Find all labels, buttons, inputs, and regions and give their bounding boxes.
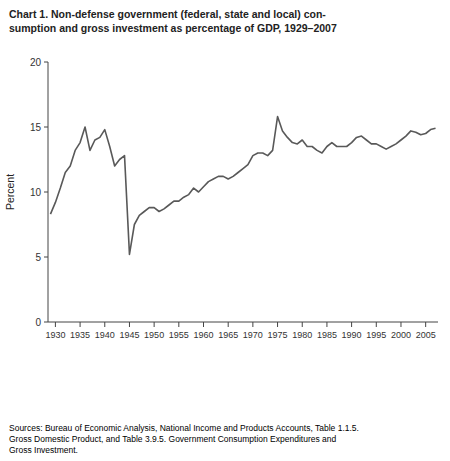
chart: Chart 1. Non-defense government (federal… xyxy=(0,0,450,461)
title: Chart 1. Non-defense government (federal… xyxy=(9,8,337,34)
x-tick-label: 1955 xyxy=(169,330,189,340)
x-tick-label: 1985 xyxy=(317,330,337,340)
y-tick-label: 20 xyxy=(30,57,42,68)
x-tick xyxy=(400,322,401,327)
x-tick-label: 1995 xyxy=(366,330,386,340)
x-tick-label: 1965 xyxy=(218,330,238,340)
x-tick-label: 1960 xyxy=(193,330,213,340)
x-tick-label: 1975 xyxy=(268,330,288,340)
source-note: Sources: Bureau of Economic Analysis, Na… xyxy=(9,423,359,455)
x-tick xyxy=(80,322,81,327)
y-axis-label: Percent xyxy=(4,174,16,210)
source-line: Gross Investment. xyxy=(9,445,78,455)
x-tick xyxy=(178,322,179,327)
data-line xyxy=(50,117,435,255)
title-line: sumption and gross investment as percent… xyxy=(9,22,337,34)
x-tick-label: 1935 xyxy=(70,330,90,340)
x-tick-label: 2000 xyxy=(391,330,411,340)
x-tick xyxy=(104,322,105,327)
x-tick-label: 2005 xyxy=(416,330,436,340)
x-tick xyxy=(252,322,253,327)
x-tick-label: 1990 xyxy=(342,330,362,340)
y-tick-label: 10 xyxy=(30,187,42,198)
x-tick-label: 1945 xyxy=(119,330,139,340)
y-tick xyxy=(44,192,48,193)
x-tick xyxy=(129,322,130,327)
source-line: Sources: Bureau of Economic Analysis, Na… xyxy=(9,423,359,433)
x-tick xyxy=(376,322,377,327)
y-tick xyxy=(44,127,48,128)
y-tick-label: 0 xyxy=(35,317,41,328)
x-tick xyxy=(277,322,278,327)
x-tick-label: 1970 xyxy=(243,330,263,340)
x-tick-label: 1940 xyxy=(95,330,115,340)
plot-area xyxy=(50,117,435,255)
x-tick xyxy=(203,322,204,327)
x-tick-label: 1950 xyxy=(144,330,164,340)
x-tick xyxy=(351,322,352,327)
x-tick xyxy=(425,322,426,327)
x-tick-label: 1980 xyxy=(292,330,312,340)
y-tick-label: 15 xyxy=(30,122,42,133)
x-tick xyxy=(326,322,327,327)
y-tick xyxy=(44,257,48,258)
x-tick xyxy=(228,322,229,327)
y-tick xyxy=(44,62,48,63)
x-axis-line xyxy=(48,322,438,323)
y-tick xyxy=(44,322,48,323)
x-tick-label: 1930 xyxy=(45,330,65,340)
x-tick xyxy=(154,322,155,327)
title-line: Chart 1. Non-defense government (federal… xyxy=(9,8,326,20)
source-line: Gross Domestic Product, and Table 3.9.5.… xyxy=(9,434,337,444)
x-tick xyxy=(302,322,303,327)
x-tick xyxy=(55,322,56,327)
y-tick-label: 5 xyxy=(35,252,41,263)
